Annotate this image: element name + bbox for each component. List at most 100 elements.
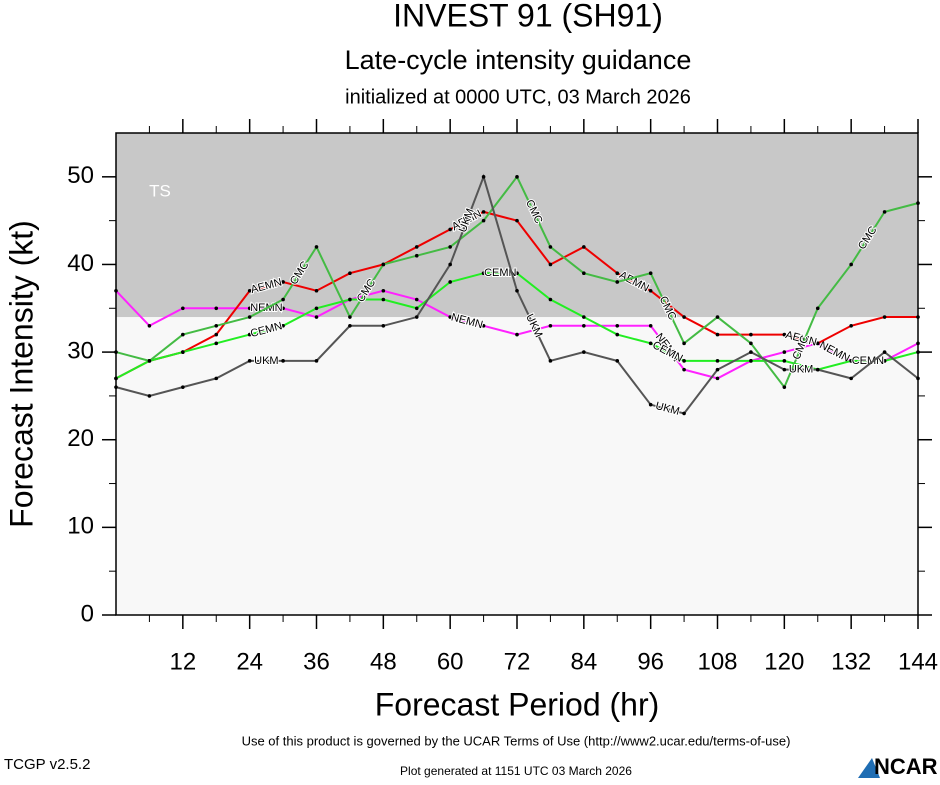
data-point: [515, 175, 519, 179]
data-point: [481, 210, 486, 214]
x-tick-label: 84: [570, 648, 597, 675]
data-point: [882, 315, 887, 319]
data-point: [448, 227, 452, 232]
data-point: [682, 341, 686, 346]
chart-subtitle: Late-cycle intensity guidance: [345, 45, 692, 75]
data-point: [749, 332, 753, 337]
x-tick-label: 36: [303, 648, 330, 675]
data-point: [314, 306, 319, 311]
data-point: [281, 324, 285, 328]
data-point: [582, 315, 586, 319]
data-point: [247, 288, 252, 293]
line-label: UKM: [789, 364, 813, 376]
data-point: [314, 288, 319, 293]
data-point: [615, 280, 620, 284]
data-point: [414, 245, 419, 249]
x-tick-label: 72: [504, 648, 531, 675]
data-point: [481, 218, 486, 223]
data-point: [381, 297, 386, 302]
data-point: [548, 262, 553, 267]
generated-note: Plot generated at 1151 UTC 03 March 2026: [400, 764, 632, 778]
data-point: [414, 315, 419, 319]
data-point: [548, 324, 553, 328]
data-point: [815, 367, 820, 372]
logo-mark: [858, 758, 880, 778]
y-tick-label: 20: [67, 425, 94, 452]
data-point: [314, 315, 319, 319]
logo: NCAR: [874, 754, 938, 779]
data-point: [882, 359, 887, 363]
data-point: [181, 350, 185, 354]
data-point: [381, 324, 386, 328]
data-point: [214, 306, 219, 311]
data-point: [348, 324, 352, 328]
y-tick-label: 0: [81, 600, 94, 627]
band-label: TS: [149, 181, 171, 200]
line-label: UKM: [254, 355, 278, 367]
data-point: [281, 297, 285, 302]
data-point: [782, 367, 787, 372]
x-tick-label: 132: [831, 648, 871, 675]
data-point: [582, 245, 586, 249]
data-point: [782, 332, 787, 337]
data-point: [715, 359, 720, 363]
data-point: [715, 332, 720, 337]
data-point: [548, 359, 553, 363]
data-point: [782, 359, 787, 363]
data-point: [882, 350, 887, 354]
data-point: [548, 245, 553, 249]
data-point: [749, 341, 753, 346]
data-point: [515, 332, 519, 337]
data-point: [882, 210, 887, 214]
data-point: [281, 306, 285, 311]
data-point: [414, 306, 419, 311]
terms-note: Use of this product is governed by the U…: [242, 733, 791, 748]
data-point: [314, 359, 319, 363]
data-point: [247, 315, 252, 319]
x-tick-label: 12: [169, 648, 196, 675]
x-tick-label: 96: [637, 648, 664, 675]
x-tick-label: 120: [764, 648, 804, 675]
data-point: [682, 411, 686, 416]
x-tick-label: 144: [898, 648, 938, 675]
version: TCGP v2.5.2: [4, 756, 90, 773]
data-point: [715, 367, 720, 372]
data-point: [181, 332, 185, 337]
data-point: [515, 218, 519, 223]
data-point: [348, 297, 352, 302]
data-point: [481, 175, 486, 179]
data-point: [381, 288, 386, 293]
data-point: [715, 315, 720, 319]
data-point: [615, 332, 620, 337]
data-point: [281, 359, 285, 363]
x-tick-label: 48: [370, 648, 397, 675]
data-point: [815, 341, 820, 346]
data-point: [181, 306, 185, 311]
y-tick-label: 10: [67, 513, 94, 540]
data-point: [214, 324, 219, 328]
data-point: [749, 359, 753, 363]
y-tick-label: 30: [67, 337, 94, 364]
data-point: [682, 359, 686, 363]
init-line: initialized at 0000 UTC, 03 March 2026: [345, 86, 691, 108]
data-point: [414, 253, 419, 258]
data-point: [648, 271, 653, 276]
data-point: [281, 280, 285, 284]
data-point: [749, 350, 753, 354]
data-point: [615, 359, 620, 363]
data-point: [481, 271, 486, 276]
data-point: [448, 280, 452, 284]
data-point: [782, 350, 787, 354]
data-point: [615, 324, 620, 328]
data-point: [414, 297, 419, 302]
data-point: [515, 288, 519, 293]
data-point: [582, 324, 586, 328]
x-axis-label: Forecast Period (hr): [375, 686, 660, 722]
data-point: [247, 306, 252, 311]
data-point: [214, 376, 219, 381]
data-point: [849, 262, 853, 267]
data-point: [448, 315, 452, 319]
data-point: [782, 385, 787, 389]
data-point: [648, 288, 653, 293]
